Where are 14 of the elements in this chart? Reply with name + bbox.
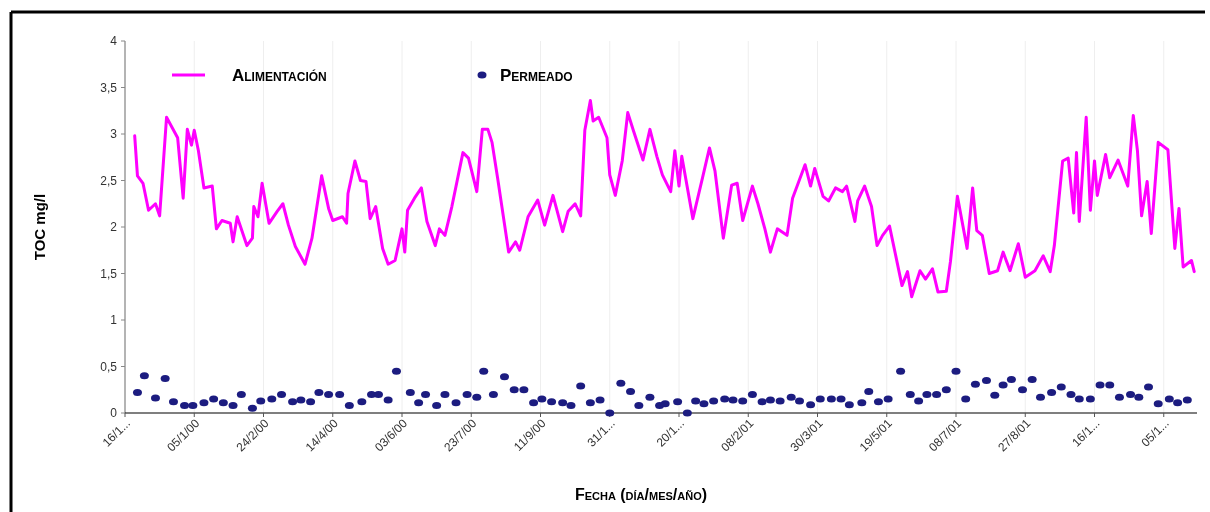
y-tick-label: 2 [110, 220, 118, 235]
legend-label: Alimentación [232, 65, 327, 85]
y-tick-label: 3 [110, 127, 118, 142]
x-axis-title: Fecha (día/mes/año) [574, 486, 708, 503]
y-tick-label: 2,5 [100, 173, 118, 188]
legend-label: Permeado [500, 65, 573, 85]
y-tick-label: 0 [110, 406, 118, 421]
y-tick-label: 0,5 [100, 359, 118, 374]
line-series [133, 99, 1196, 299]
y-tick-label: 1,5 [100, 266, 118, 281]
y-tick-label: 3,5 [100, 80, 118, 95]
y-tick-label: 4 [110, 34, 118, 49]
y-tick-label: 1 [110, 313, 118, 328]
y-axis-title: TOC mg/l [31, 193, 48, 261]
